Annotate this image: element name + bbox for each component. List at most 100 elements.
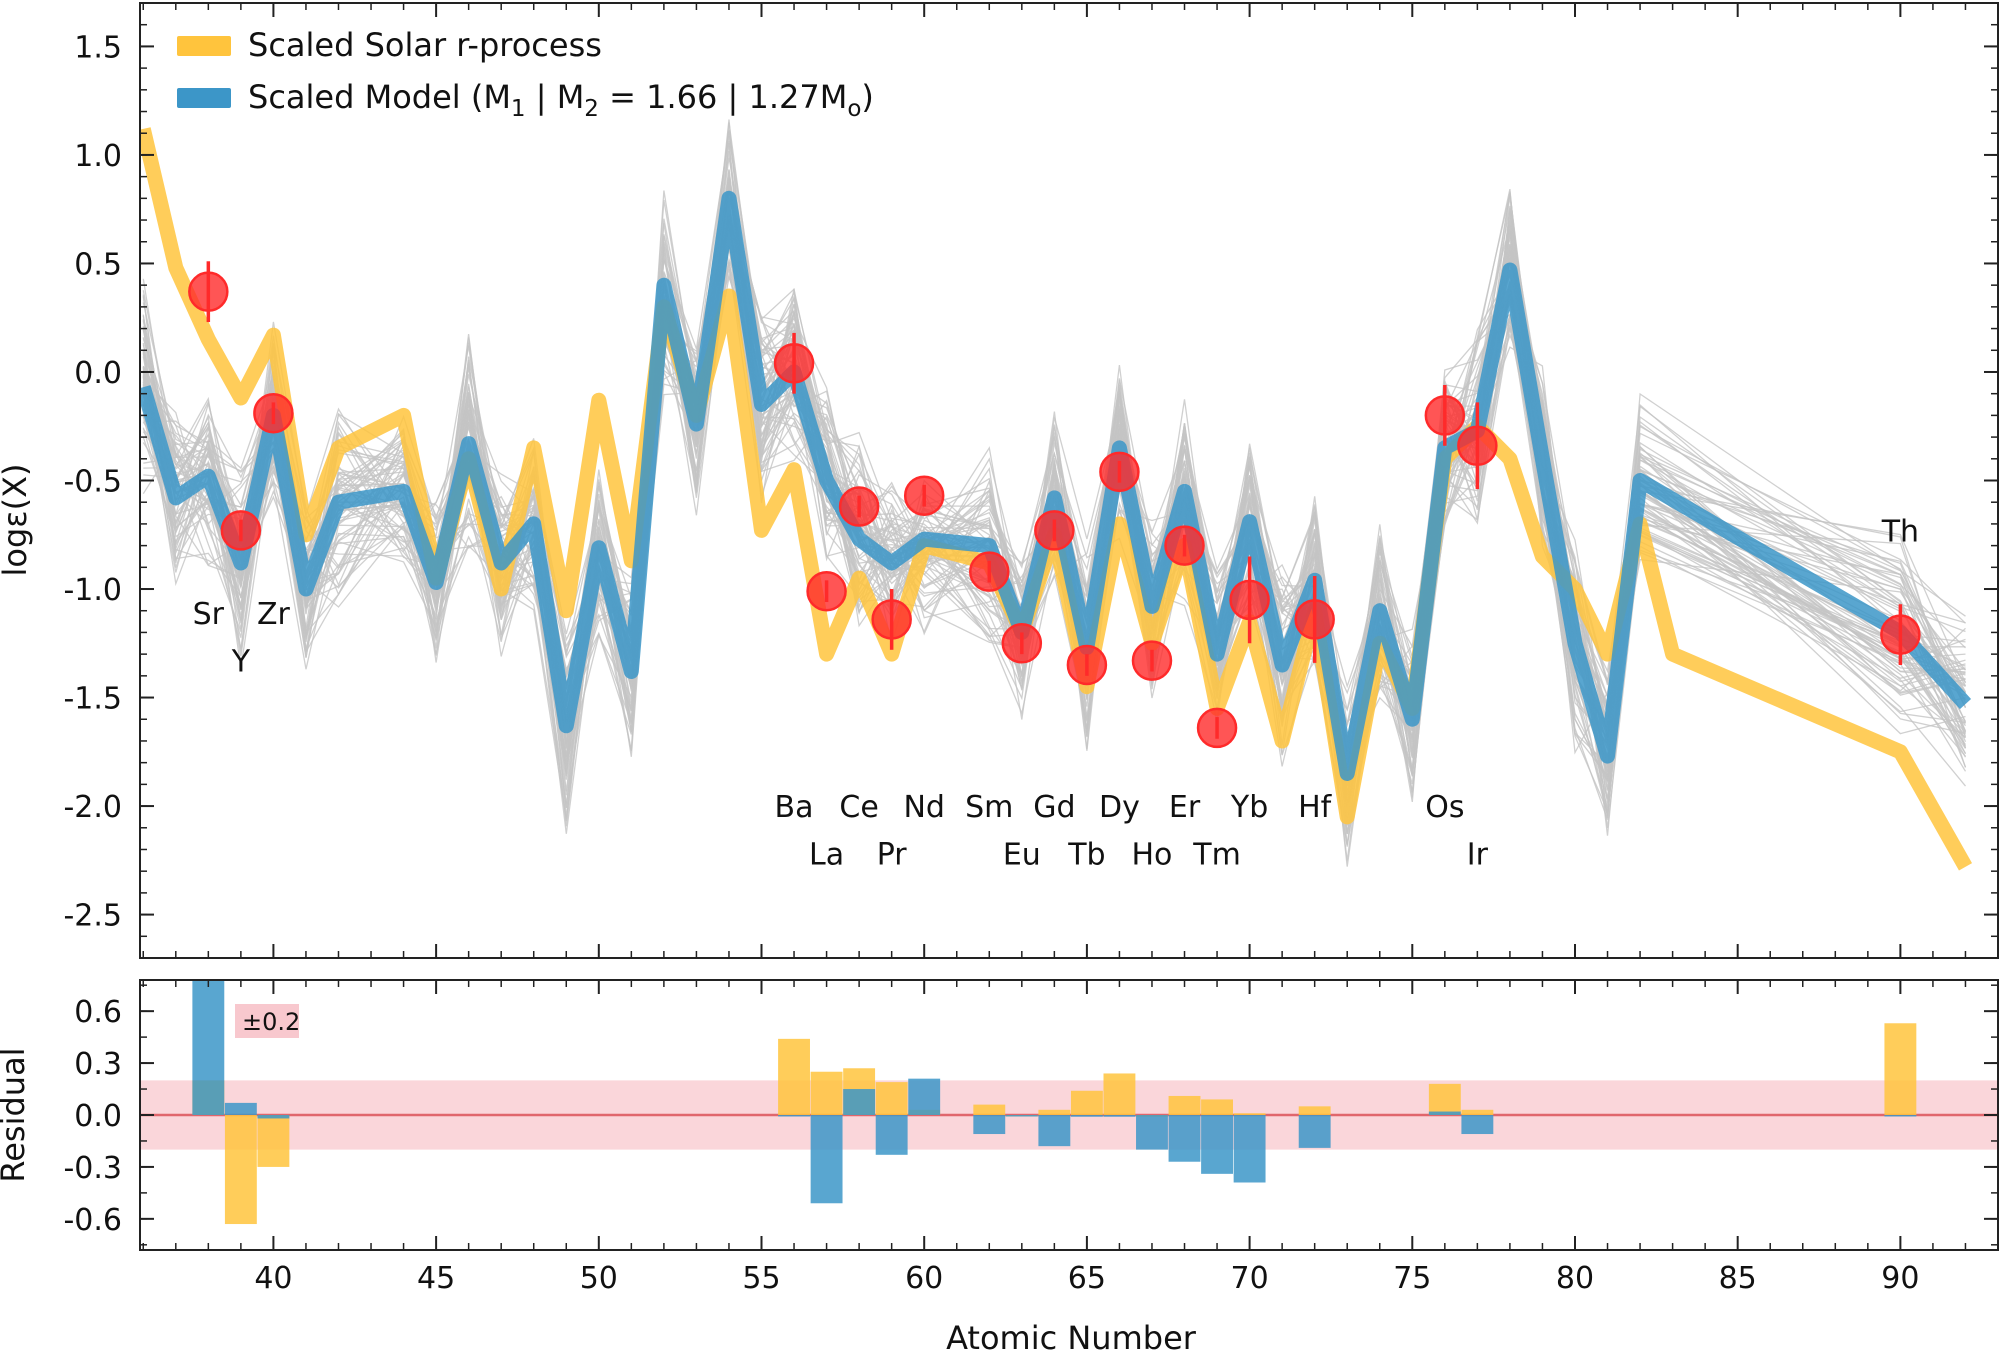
model-residual-bar: [1168, 1115, 1201, 1162]
model-residual-bar: [810, 1115, 843, 1204]
model-residual-bar: [257, 1115, 290, 1119]
solar-residual-bar: [1168, 1095, 1201, 1115]
element-label-y: Y: [231, 645, 251, 680]
element-label-tm: Tm: [1192, 838, 1241, 873]
solar-residual-bar: [1201, 1099, 1233, 1115]
model-residual-bar: [1136, 1115, 1168, 1150]
element-label-nd: Nd: [903, 790, 944, 825]
abundance-axis-ticks: 1.5 1.0 0.5 0.0 -0.5 -1.0 -1.5 -2.0 -2.5: [63, 3, 1998, 958]
y-tick-label: -1.0: [63, 573, 122, 608]
legend-model-swatch: [177, 88, 231, 108]
element-label-tb: Tb: [1067, 838, 1105, 873]
y-tick-label: 1.0: [74, 139, 122, 174]
solar-residual-bar: [1298, 1106, 1331, 1115]
model-residual-bar: [778, 1115, 810, 1117]
x-tick-label: 45: [417, 1261, 455, 1296]
observed-point: [188, 271, 229, 312]
observed-point: [871, 599, 912, 640]
solar-residual-bar: [224, 1115, 257, 1225]
legend-model-label: Scaled Model (M1 | M2 = 1.66 | 1.27Mo): [248, 78, 874, 122]
observed-point: [773, 343, 815, 384]
observed-point: [253, 392, 294, 434]
solar-residual-bar: [1070, 1090, 1103, 1115]
x-tick-label: 90: [1881, 1261, 1919, 1296]
observed-point: [1001, 623, 1043, 664]
scaled-model-line: [140, 190, 1972, 781]
solar-residual-bar: [1233, 1113, 1266, 1115]
x-tick-label: 40: [254, 1261, 292, 1296]
x-axis-label: Atomic Number: [946, 1319, 1197, 1354]
observed-point: [1880, 614, 1921, 655]
residual-axis-ticks: 0.6 0.3 0.0 -0.3 -0.6 40 45 50 55 60 65 70 75 80 85 90: [63, 980, 1998, 1296]
observed-point: [806, 570, 847, 612]
element-label-ho: Ho: [1132, 838, 1173, 873]
x-tick-label: 70: [1231, 1261, 1269, 1296]
legend-solar-label: Scaled Solar r-process: [248, 26, 602, 64]
res-y-tick-label: -0.6: [63, 1203, 122, 1238]
model-residual-bar: [1005, 1115, 1038, 1117]
res-y-tick-label: 0.0: [74, 1099, 122, 1134]
element-label-la: La: [809, 838, 844, 873]
model-residual-bar: [1884, 1115, 1917, 1117]
solar-residual-bar: [1038, 1109, 1071, 1115]
model-residual-bar: [1201, 1115, 1233, 1174]
model-residual-bar: [224, 1102, 257, 1115]
observed-point: [1099, 451, 1140, 493]
model-residual-bar: [1070, 1115, 1103, 1117]
observed-point: [1066, 644, 1108, 686]
y-tick-label: -1.5: [63, 682, 122, 717]
element-label-yb: Yb: [1230, 790, 1268, 825]
y-tick-label: 1.5: [74, 30, 122, 65]
solar-residual-bar: [973, 1104, 1006, 1115]
x-tick-label: 85: [1719, 1261, 1757, 1296]
element-label-zr: Zr: [257, 597, 291, 632]
observed-point: [969, 551, 1010, 592]
x-tick-label: 80: [1556, 1261, 1594, 1296]
res-y-tick-label: 0.3: [74, 1047, 122, 1082]
element-label-hf: Hf: [1298, 790, 1333, 825]
element-label-dy: Dy: [1099, 790, 1140, 825]
model-residual-bar: [908, 1078, 941, 1115]
observed-point: [1196, 707, 1238, 749]
legend: Scaled Solar r-process Scaled Model (M1 …: [177, 26, 874, 122]
observed-point: [1034, 510, 1075, 551]
observed-point: [220, 510, 262, 551]
element-label-os: Os: [1425, 790, 1464, 825]
element-label-pr: Pr: [877, 838, 908, 873]
solar-residual-bar: [810, 1071, 843, 1115]
x-tick-label: 55: [742, 1261, 780, 1296]
observed-point: [1424, 395, 1466, 436]
model-residual-bar: [1298, 1115, 1331, 1148]
residual-bars: [192, 980, 1917, 1225]
element-label-sm: Sm: [965, 790, 1013, 825]
model-residual-bar: [1428, 1111, 1461, 1115]
observed-abundances: [188, 261, 1921, 749]
solar-residual-bar: [1884, 1023, 1917, 1115]
x-tick-label: 65: [1068, 1261, 1106, 1296]
abundance-y-axis-label: logε(X): [0, 464, 34, 577]
model-residual-bar: [973, 1115, 1006, 1135]
model-residual-bar: [192, 980, 225, 1115]
observed-point: [1457, 425, 1498, 467]
y-tick-label: -2.5: [63, 899, 122, 934]
model-residual-bar: [1103, 1115, 1136, 1117]
y-tick-label: 0.0: [74, 356, 122, 391]
element-label-ir: Ir: [1467, 838, 1489, 873]
x-tick-label: 60: [905, 1261, 943, 1296]
solar-residual-bar: [1103, 1073, 1136, 1115]
model-residual-bar: [1038, 1115, 1071, 1147]
solar-residual-bar: [257, 1115, 290, 1167]
observed-point: [838, 486, 880, 527]
x-tick-label: 50: [580, 1261, 618, 1296]
element-label-gd: Gd: [1033, 790, 1075, 825]
y-tick-label: -2.0: [63, 790, 122, 825]
element-label-er: Er: [1169, 790, 1201, 825]
res-y-tick-label: -0.3: [63, 1151, 122, 1186]
band-label: ±0.2: [242, 1008, 300, 1036]
element-label-th: Th: [1881, 514, 1919, 549]
element-label-eu: Eu: [1003, 838, 1041, 873]
band-label-background: [235, 1004, 299, 1038]
element-label-sr: Sr: [193, 597, 225, 632]
